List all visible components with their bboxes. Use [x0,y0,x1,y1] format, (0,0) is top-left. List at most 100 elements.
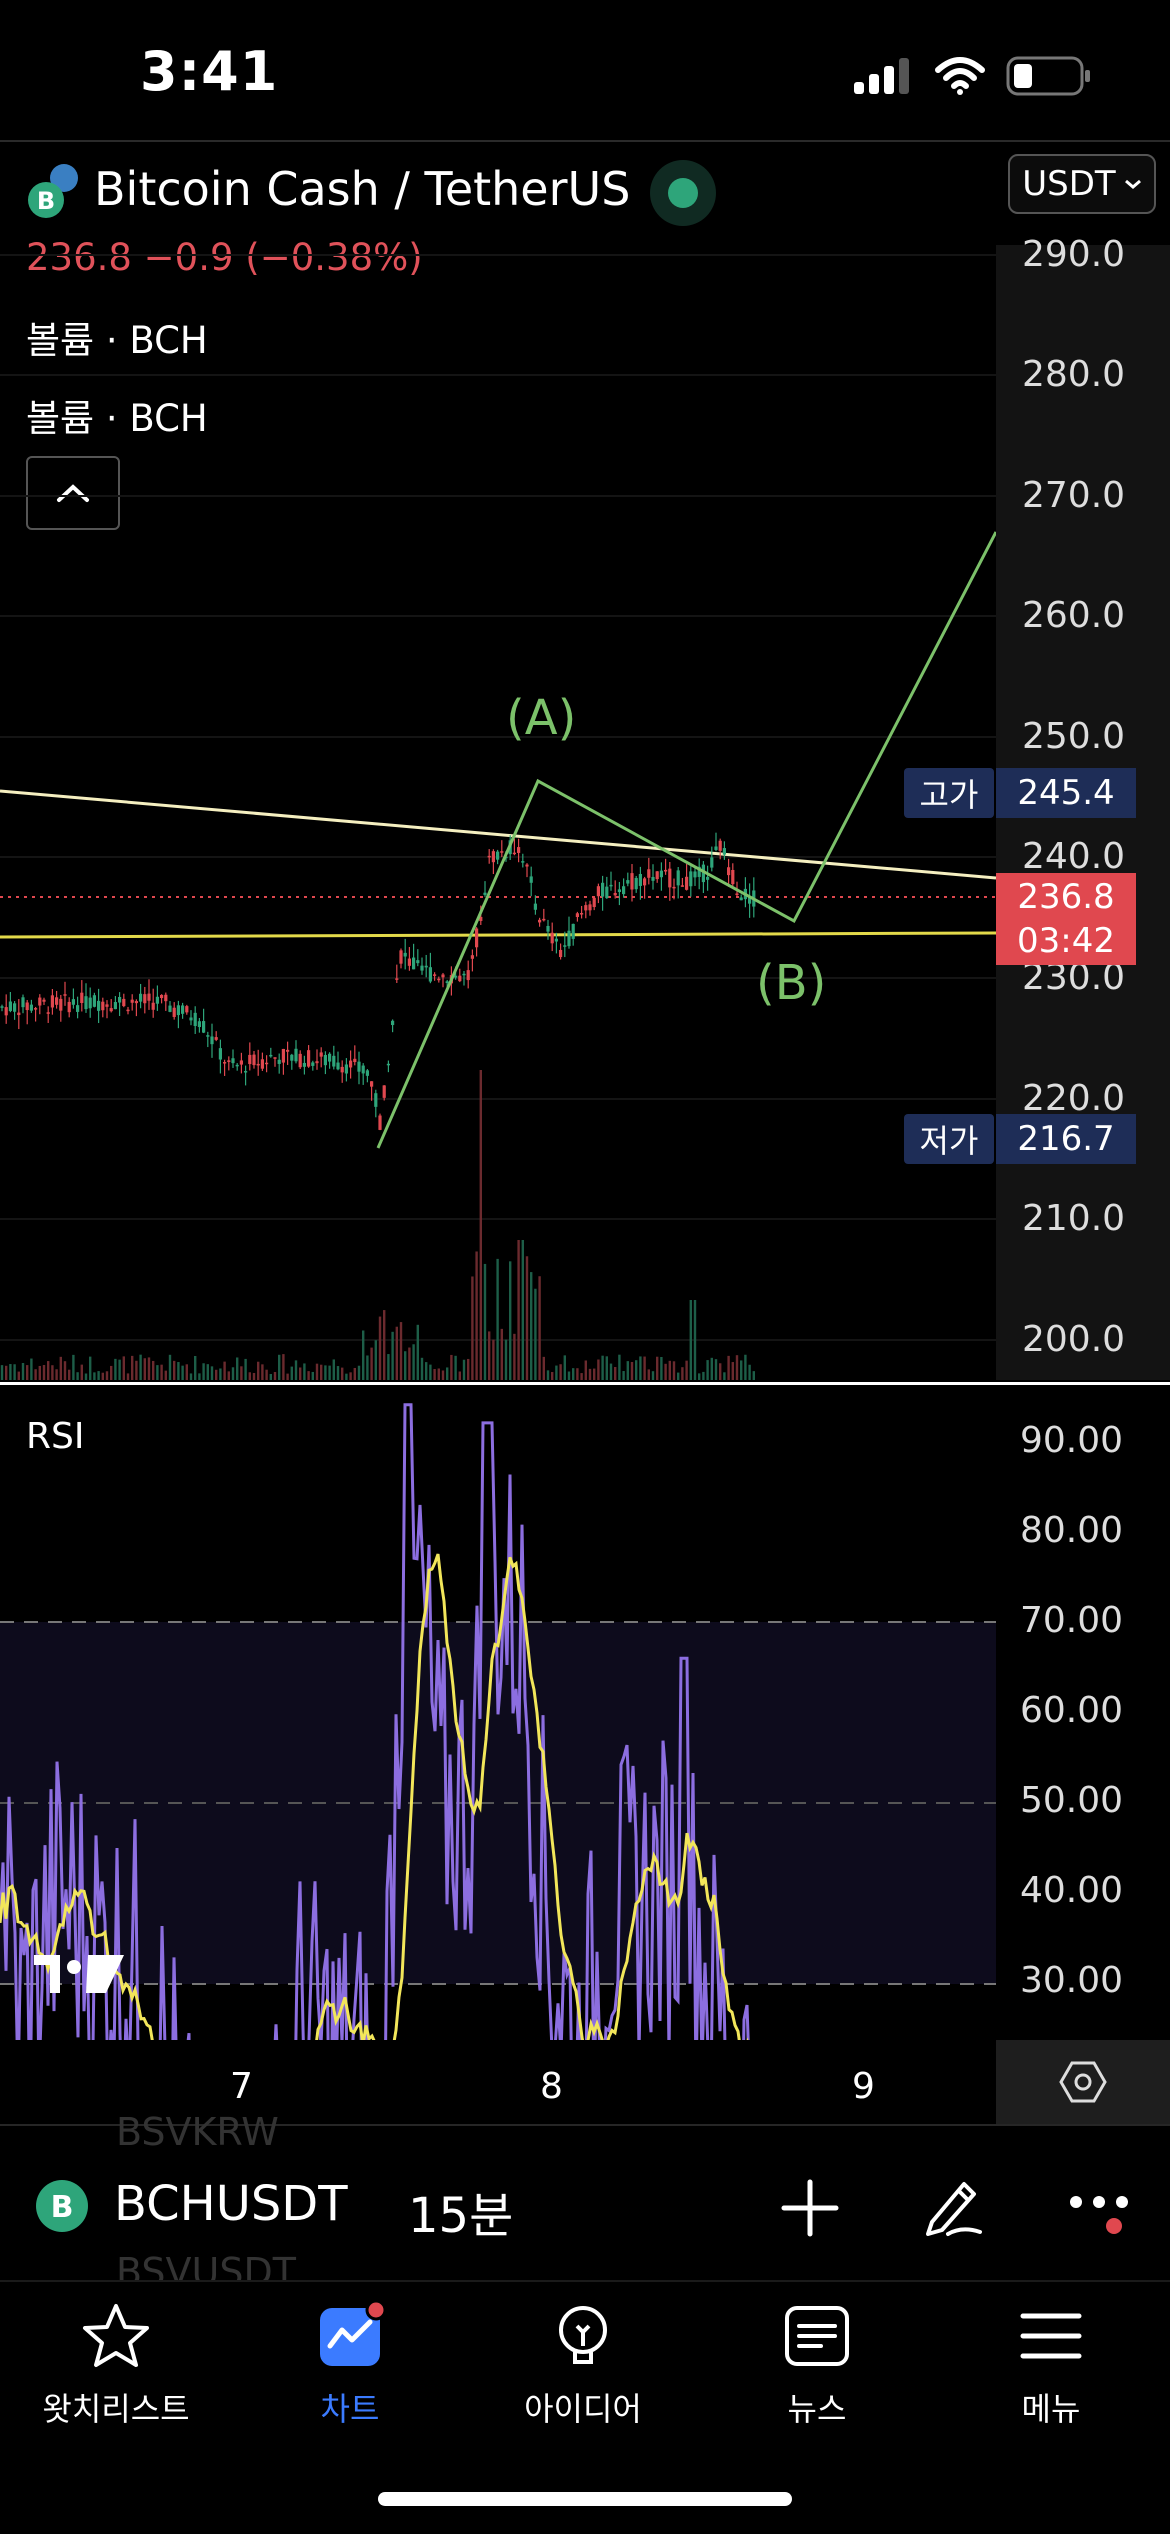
volume-bar [206,1364,209,1380]
tab-ideas[interactable]: 아이디어 [488,2300,678,2430]
volume-bar [593,1368,596,1380]
volume-bar [332,1359,335,1380]
candle-body [59,998,63,1011]
svg-text:B: B [37,187,55,215]
volume-bar [677,1372,680,1380]
pane-divider[interactable] [0,1382,1170,1385]
candle-body [563,945,567,947]
candle-body [181,1005,185,1014]
volume-bar [13,1364,16,1380]
volume-bar [752,1371,755,1380]
candle-body [340,1066,344,1073]
tab-watchlist[interactable]: 왓치리스트 [21,2300,211,2430]
wave-label-a[interactable]: (A) [506,690,577,746]
candle-body [122,998,126,1007]
candle-body [420,965,424,971]
volume-bar [26,1365,29,1380]
drawing-pen-icon[interactable] [918,2170,988,2240]
volume-bar [483,1263,487,1380]
more-options-button[interactable] [1068,2190,1134,2240]
symbol-title[interactable]: Bitcoin Cash / TetherUS [94,162,631,216]
candle-body [88,997,92,1009]
candle-body [147,993,151,1001]
tab-label: 왓치리스트 [42,2390,190,2428]
candle-body [307,1050,311,1067]
candle-body [336,1062,340,1070]
volume-bar [17,1371,20,1380]
menu-icon [1020,2313,1082,2359]
elliott-wave-path[interactable] [376,531,996,1149]
candle-body [680,885,684,887]
rsi-title[interactable]: RSI [26,1416,85,1457]
candle-body [160,994,164,999]
volume-bar [147,1357,151,1380]
add-icon[interactable] [780,2178,840,2238]
interval-selector[interactable]: 15분 [408,2188,514,2244]
rsi-tick: 60.00 [1020,1690,1124,1731]
bar-countdown: 03:42 [1017,921,1115,961]
price-chart[interactable] [0,245,996,1382]
candle-body [370,1081,374,1087]
candle-body [323,1054,327,1066]
candle-body [294,1048,298,1062]
candle-body [361,1065,365,1074]
trendline-descending[interactable] [0,789,996,880]
volume-bar [698,1373,701,1380]
volume-bar [135,1360,138,1380]
volume-bar [416,1324,419,1380]
candle-body [8,1001,12,1012]
volume-bar [534,1288,537,1380]
candle-body [655,871,659,880]
volume-bar [689,1300,692,1380]
candle-body [647,869,651,878]
candle-body [80,992,84,1003]
candle-body [538,919,542,923]
trendline-horizontal[interactable] [0,931,996,939]
volume-bar [425,1362,428,1380]
volume-bar [177,1362,180,1380]
volume-bar [643,1356,646,1380]
candle-body [315,1061,319,1064]
volume-bar [294,1360,298,1380]
wifi-icon [935,57,985,95]
volume-bar [525,1256,529,1380]
volume-bar [475,1251,478,1380]
wave-label-b[interactable]: (B) [756,955,827,1011]
rsi-chart[interactable] [0,1385,996,2040]
toolbar-divider [0,2124,1170,2126]
volume-bar [572,1368,575,1380]
volume-legend[interactable]: 볼륨 · BCH [26,397,208,440]
tab-news[interactable]: 뉴스 [722,2300,912,2430]
volume-bar [597,1359,600,1380]
volume-legend[interactable]: 볼륨 · BCH [26,319,208,362]
candle-body [328,1053,332,1062]
volume-bar [80,1364,83,1380]
volume-bar [131,1355,134,1380]
volume-bar [286,1373,289,1380]
candle-body [500,851,504,853]
candle-body [239,1060,243,1065]
volume-bar [433,1368,436,1380]
candle-body [433,974,437,976]
price-tick: 210.0 [1022,1198,1126,1239]
tab-chart[interactable]: 차트 [255,2300,445,2430]
candle-body [134,1001,138,1004]
volume-bar [639,1356,642,1380]
volume-bar [168,1354,172,1380]
volume-bar [328,1365,331,1380]
currency-select[interactable]: USDT [1008,154,1156,214]
volume-bar [311,1371,314,1380]
candle-body [71,999,75,1005]
candle-body [710,857,714,868]
symbol-selector[interactable]: BCHUSDT [114,2176,348,2232]
volume-bar [324,1365,327,1380]
volume-bar [647,1369,650,1380]
tab-menu[interactable]: 메뉴 [956,2300,1146,2430]
chart-settings-button[interactable] [996,2040,1170,2124]
volume-bar [315,1363,319,1380]
volume-bar [93,1372,96,1380]
candle-body [391,1020,395,1026]
volume-bar [341,1367,344,1380]
candle-body [130,999,134,1003]
volume-bar [714,1359,718,1380]
